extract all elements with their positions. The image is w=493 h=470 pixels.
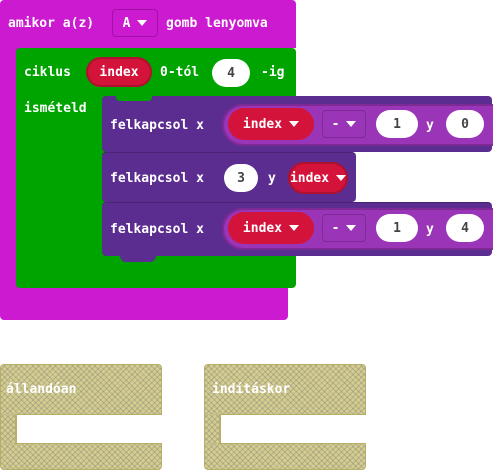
chevron-down-icon [289,225,300,231]
plot1-operand-value: 1 [393,116,401,132]
plot3-operator-value: - [331,220,340,236]
plot1-y-label: y [426,118,434,133]
plot3-y-input[interactable]: 4 [446,214,484,242]
on-start-block-disabled[interactable]: indításkor [204,364,366,470]
plot1-x-variable-label: index [242,116,283,132]
plot1-x-variable[interactable]: index [228,108,314,140]
plot3-label: felkapcsol x [110,222,204,237]
plot3-y-value: 4 [461,220,469,236]
event-suffix-label: gomb lenyomva [166,16,268,31]
plot1-operator-value: - [331,116,340,132]
plot1-y-value: 0 [461,116,469,132]
on-button-pressed-block[interactable]: amikor a(z) A gomb lenyomva [0,0,296,320]
chevron-down-icon [137,20,148,26]
plot2-y-variable-label: index [289,170,330,186]
plot2-y-variable[interactable]: index [288,162,348,194]
plot1-label: felkapcsol x [110,118,204,133]
loop-suffix-label: -ig [261,65,285,80]
chevron-down-icon [336,175,347,181]
plot3-x-variable-label: index [242,220,283,236]
loop-from-label: 0-tól [160,65,200,80]
chevron-down-icon [346,121,357,127]
plot3-y-label: y [426,222,434,237]
plot1-y-input[interactable]: 0 [446,110,484,138]
loop-to-input[interactable]: 4 [212,59,250,87]
plot3-operand-value: 1 [393,220,401,236]
loop-variable-label: index [99,64,139,80]
plot3-operand-input[interactable]: 1 [376,214,418,242]
loop-repeat-label: ismételd [24,101,87,116]
on-start-label: indításkor [212,382,291,397]
plot-block-3[interactable]: felkapcsol x index - 1 y 4 [102,202,493,262]
plot-block-2[interactable]: felkapcsol x 3 y index [102,152,356,202]
plot2-y-label: y [268,171,276,186]
loop-variable[interactable]: index [86,57,152,87]
plot3-operator-dropdown[interactable]: - [322,214,366,242]
button-dropdown[interactable]: A [112,9,158,37]
forever-label: állandóan [6,382,77,397]
plot2-label: felkapcsol x [110,171,204,186]
forever-block-disabled[interactable]: állandóan [0,364,162,470]
button-dropdown-value: A [122,15,131,31]
loop-to-value: 4 [227,65,235,81]
plot-block-1[interactable]: felkapcsol x index - 1 y 0 [102,96,493,152]
loop-label: ciklus [24,65,71,80]
chevron-down-icon [289,121,300,127]
plot1-operator-dropdown[interactable]: - [322,110,366,138]
plot2-x-value: 3 [237,170,245,186]
plot3-x-variable[interactable]: index [228,212,314,244]
chevron-down-icon [346,225,357,231]
event-prefix-label: amikor a(z) [8,16,95,31]
plot2-x-input[interactable]: 3 [224,164,258,192]
plot1-operand-input[interactable]: 1 [376,110,418,138]
